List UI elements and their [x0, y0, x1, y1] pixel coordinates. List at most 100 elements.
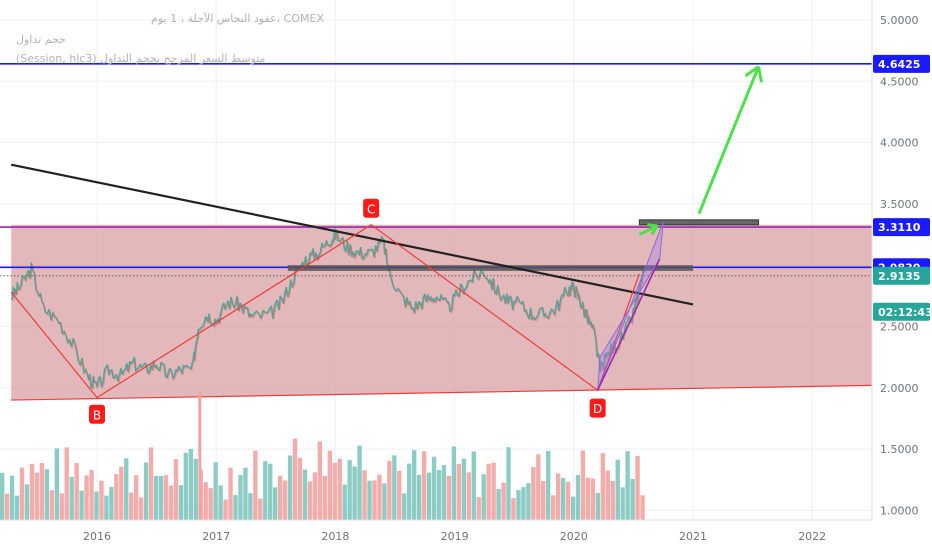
volume-bar — [496, 488, 501, 520]
volume-bar — [397, 470, 402, 520]
price-line-shadow — [12, 230, 647, 391]
volume-bar — [134, 475, 139, 520]
volume-bar — [491, 462, 496, 520]
support-resistance-zone — [11, 224, 872, 401]
volume-bar — [382, 483, 387, 520]
descending-trend-line — [10, 163, 694, 306]
volume-bar — [546, 450, 551, 520]
zone-bottom-line — [11, 384, 873, 401]
target-box — [638, 219, 760, 226]
arrow-up — [697, 66, 760, 215]
volume-bar — [213, 462, 218, 520]
volume-bar — [4, 493, 10, 520]
volume-bar — [570, 496, 576, 520]
volume-bar — [516, 489, 521, 520]
volume-bar — [178, 485, 184, 520]
zigzag-pattern — [10, 224, 640, 399]
price-badge: 2.9135 — [873, 266, 930, 285]
volume-bar — [322, 475, 328, 520]
volume-bar — [431, 456, 437, 520]
volume-bar — [605, 470, 610, 520]
price-badge: 02:12:43 — [873, 302, 932, 321]
volume-bar — [347, 460, 352, 520]
volume-bar — [9, 475, 15, 520]
volume-bar — [426, 472, 432, 520]
volume-bar — [451, 446, 457, 520]
volume-bar — [89, 469, 94, 520]
volume-bar — [158, 475, 164, 520]
volume-bar — [506, 447, 511, 520]
volume-bar — [153, 475, 159, 520]
volume-bar — [436, 470, 442, 520]
volume-bar — [367, 480, 372, 520]
volume-bar — [34, 472, 40, 520]
volume-bar — [64, 447, 69, 520]
volume-bar — [555, 473, 561, 520]
volume-bar — [327, 450, 332, 520]
volume-bar — [29, 463, 35, 520]
x-tick-label: 2016 — [83, 530, 111, 543]
volume-bar — [19, 467, 25, 520]
volume-bar — [238, 474, 243, 520]
volume-bar — [84, 475, 89, 520]
price-badge-text: 4.6425 — [878, 58, 920, 71]
volume-bar — [258, 498, 263, 520]
volume-bar — [74, 463, 79, 520]
volume-bar — [640, 495, 645, 520]
legend-volume: حجم تداول — [16, 33, 66, 46]
volume-bar — [143, 462, 149, 520]
arrow-head — [757, 66, 763, 83]
volume-bar — [481, 474, 486, 520]
volume-bar — [228, 467, 233, 520]
pattern-label-text: C — [367, 202, 375, 216]
volume-bar — [501, 482, 506, 520]
volume-bar — [282, 480, 288, 520]
volume-bar — [203, 482, 208, 520]
volume-bar — [307, 481, 313, 520]
volume-bar — [24, 484, 30, 520]
x-tick-label: 2022 — [798, 530, 826, 543]
volume-bar — [625, 451, 630, 520]
volume-bar — [44, 469, 50, 520]
time-axis — [0, 520, 872, 550]
volume-bar — [342, 484, 347, 520]
volume-bar — [124, 458, 129, 520]
volume-bar — [49, 490, 55, 520]
volume-bar — [372, 480, 377, 520]
volume-bar — [173, 459, 179, 520]
volume-bar — [273, 487, 278, 520]
legend: COMEX ،عقود النحاس الآجلة ، 1 يوم حجم تد… — [16, 12, 324, 65]
volume-bar — [620, 487, 625, 520]
volume-bar — [352, 466, 357, 520]
drawn-lines — [0, 63, 872, 399]
volume-bar — [208, 488, 213, 520]
volume-bar — [248, 493, 253, 520]
volume-bar — [456, 464, 462, 520]
range-box — [287, 265, 693, 271]
volume-bar — [297, 457, 303, 520]
volume-bar — [585, 477, 591, 520]
volume-bar — [119, 466, 124, 520]
price-badge: 4.6425 — [873, 54, 930, 73]
volume-bar — [287, 455, 293, 520]
volume-bar — [362, 470, 367, 520]
volume-bar — [635, 455, 640, 520]
volume-bar — [511, 498, 516, 520]
volume-bar — [148, 447, 154, 520]
legend-symbol-title: COMEX ،عقود النحاس الآجلة ، 1 يوم — [151, 12, 324, 25]
volume-bar — [580, 450, 586, 520]
arrow-head — [744, 65, 760, 78]
volume-bar — [292, 438, 298, 520]
volume-bar — [138, 497, 144, 520]
volume-bar — [129, 492, 134, 520]
volume-bar — [392, 455, 397, 520]
y-tick-label: 4.5000 — [880, 75, 919, 88]
volume-bar — [14, 495, 20, 520]
volume-bar — [486, 463, 491, 520]
pattern-label-c: C — [363, 198, 380, 218]
volume-bar — [441, 465, 447, 520]
volume-bar — [183, 452, 189, 520]
volume-bar — [595, 493, 601, 520]
